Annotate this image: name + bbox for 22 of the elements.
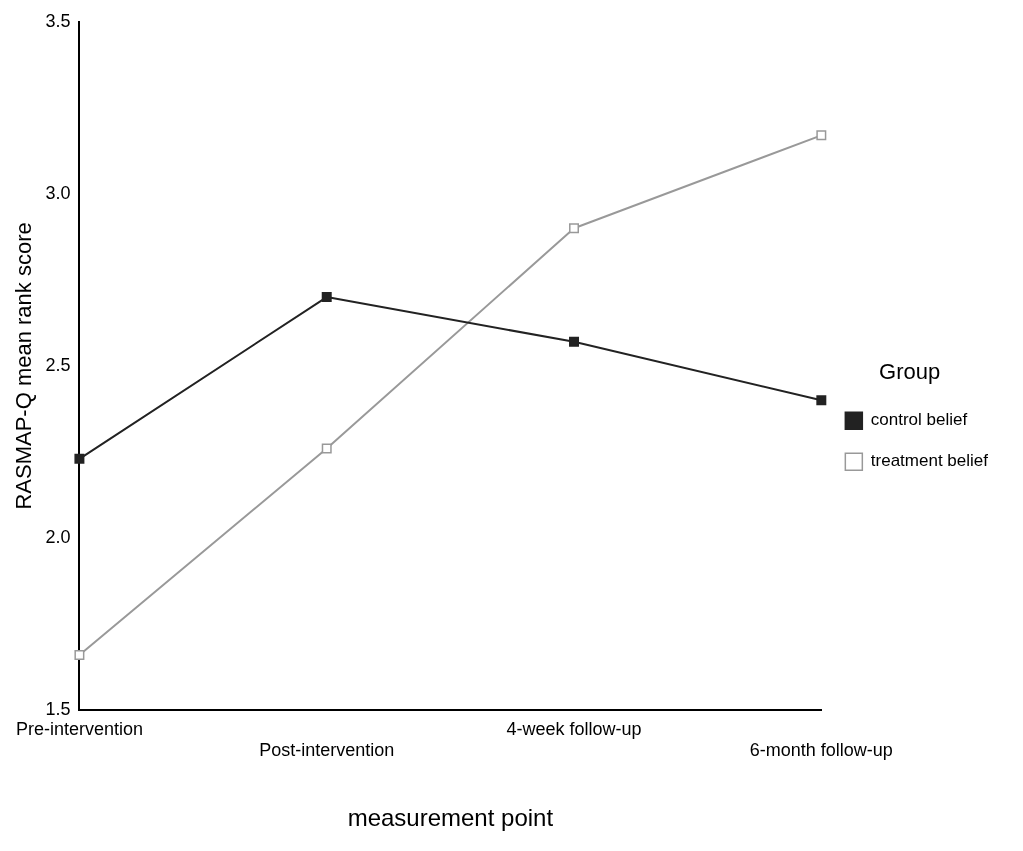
x-tick-label: Post-intervention (259, 740, 395, 761)
point (569, 223, 580, 234)
y-tick-label: 2.5 (45, 354, 71, 375)
point (321, 443, 332, 454)
point (569, 336, 580, 347)
point (74, 453, 85, 464)
y-tick-label: 2.0 (45, 526, 71, 547)
x-tick-label: 4-week follow-up (506, 718, 642, 739)
x-tick-label: Pre-intervention (15, 718, 143, 739)
y-tick-label: 1.5 (45, 698, 71, 719)
legend-label: control belief (870, 410, 968, 430)
legend-title: Group (879, 358, 941, 384)
point (816, 130, 827, 141)
y-axis-title: RASMAP-Q mean rank score (11, 222, 37, 510)
y-tick-label: 3.5 (45, 10, 71, 31)
point (816, 395, 827, 406)
point (321, 292, 332, 303)
x-tick-label: 6-month follow-up (749, 740, 893, 761)
point (74, 649, 85, 660)
x-axis-title: measurement point (347, 804, 554, 832)
y-tick-label: 3.0 (45, 182, 71, 203)
legend-label: treatment belief (870, 451, 989, 471)
